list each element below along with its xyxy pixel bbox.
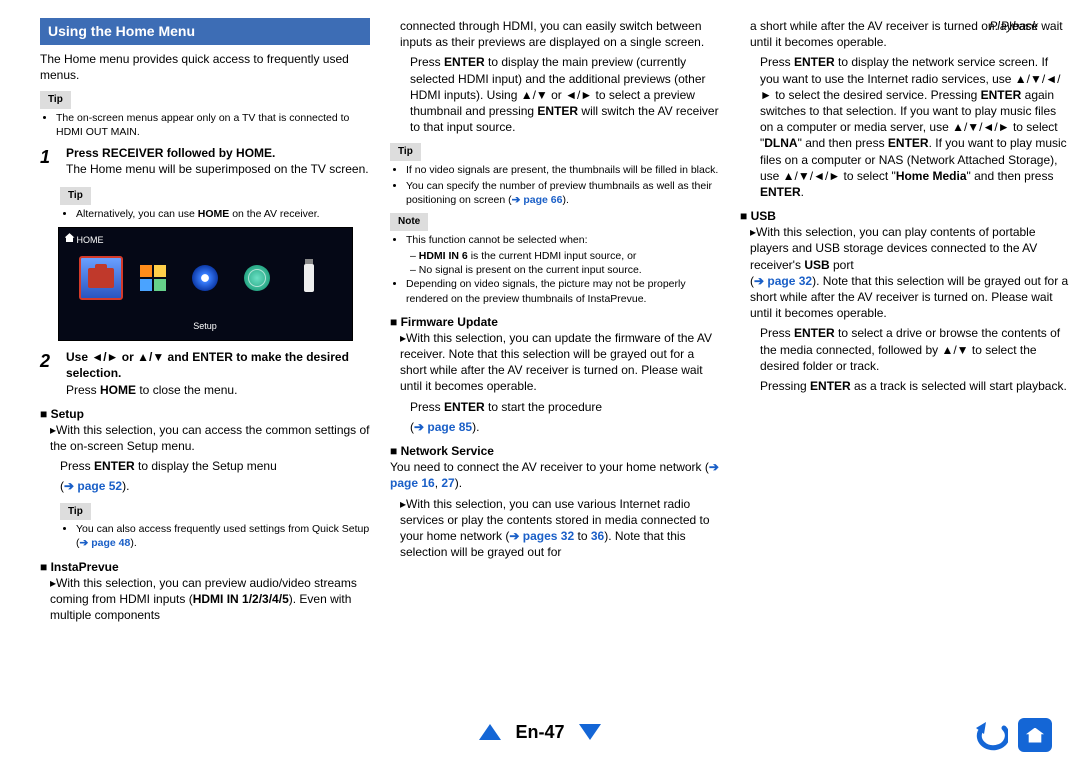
step-number: 1	[40, 145, 56, 177]
home-menu-screenshot: HOME Setup	[58, 227, 353, 341]
column-3: a short while after the AV receiver is t…	[740, 18, 1070, 680]
link-page-36[interactable]: 36	[591, 529, 604, 543]
firmware-heading: ■ Firmware Update	[390, 314, 720, 330]
section-title: Using the Home Menu	[40, 18, 370, 45]
tip-list-3: You can also access frequently used sett…	[60, 522, 370, 550]
page-number: En-47	[515, 720, 564, 744]
note-sub: – HDMI IN 6 is the current HDMI input so…	[410, 249, 720, 263]
link-pages-32[interactable]: ➔ pages 32	[509, 529, 574, 543]
tv-item-setup	[79, 256, 123, 300]
home-icon	[65, 233, 75, 242]
tip-badge: Tip	[60, 503, 91, 521]
instaprevue-body: ▸With this selection, you can preview au…	[40, 575, 370, 624]
step-2-body: Press HOME to close the menu.	[66, 382, 370, 398]
tip-item: You can also access frequently used sett…	[76, 522, 370, 550]
tv-caption: Setup	[59, 320, 352, 332]
column-2: connected through HDMI, you can easily s…	[390, 18, 720, 680]
tip-badge: Tip	[40, 91, 71, 109]
page-up-icon[interactable]	[479, 724, 501, 740]
step-1-title: Press RECEIVER followed by HOME.	[66, 146, 275, 160]
network-heading: ■ Network Service	[390, 443, 720, 459]
tip-badge: Tip	[60, 187, 91, 205]
link-page-66[interactable]: ➔ page 66	[512, 194, 563, 206]
tv-item-network	[235, 256, 279, 300]
tip-item: You can specify the number of preview th…	[406, 179, 720, 207]
setup-body: ▸With this selection, you can access the…	[40, 422, 370, 495]
col2-p2: Press ENTER to display the main preview …	[390, 54, 720, 135]
tip-item: If no video signals are present, the thu…	[406, 163, 720, 177]
step-number: 2	[40, 349, 56, 398]
link-page-32[interactable]: ➔ page 32	[754, 274, 812, 288]
tv-title: HOME	[77, 234, 104, 246]
page-footer: En-47	[0, 714, 1080, 750]
link-page-48[interactable]: ➔ page 48	[80, 537, 131, 549]
step-1-body: The Home menu will be superimposed on th…	[66, 161, 370, 177]
tv-item-usb	[287, 256, 331, 300]
intro-text: The Home menu provides quick access to f…	[40, 51, 370, 83]
note-item: This function cannot be selected when:	[406, 233, 720, 247]
step-1: 1 Press RECEIVER followed by HOME. The H…	[40, 145, 370, 177]
page-down-icon[interactable]	[579, 724, 601, 740]
page-body: Using the Home Menu The Home menu provid…	[0, 0, 1080, 680]
col2-p1: connected through HDMI, you can easily s…	[390, 18, 720, 50]
firmware-body: ▸With this selection, you can update the…	[390, 330, 720, 435]
tip-badge: Tip	[390, 143, 421, 161]
home-icon[interactable]	[1018, 718, 1052, 752]
note-item: Depending on video signals, the picture …	[406, 277, 720, 305]
breadcrumb: Playback	[989, 18, 1038, 34]
link-page-52[interactable]: ➔ page 52	[64, 479, 122, 493]
step-2-title: Use ◄/► or ▲/▼ and ENTER to make the des…	[66, 350, 349, 380]
note-badge: Note	[390, 213, 428, 231]
col2-tips: If no video signals are present, the thu…	[390, 163, 720, 208]
corner-nav	[974, 718, 1052, 752]
usb-heading: ■ USB	[740, 208, 1070, 224]
usb-body: ▸With this selection, you can play conte…	[740, 224, 1070, 394]
network-intro: You need to connect the AV receiver to y…	[390, 459, 720, 491]
col2-notes-2: Depending on video signals, the picture …	[390, 277, 720, 305]
column-1: Using the Home Menu The Home menu provid…	[40, 18, 370, 680]
instaprevue-heading: ■ InstaPrevue	[40, 559, 370, 575]
link-page-85[interactable]: ➔ page 85	[414, 420, 472, 434]
tip-list-1: The on-screen menus appear only on a TV …	[40, 111, 370, 139]
col2-notes: This function cannot be selected when:	[390, 233, 720, 247]
note-sub: – No signal is present on the current in…	[410, 263, 720, 277]
setup-heading: ■ Setup	[40, 406, 370, 422]
tip-item: Alternatively, you can use HOME on the A…	[76, 207, 370, 221]
link-page-27[interactable]: 27	[441, 476, 454, 490]
tip-list-2: Alternatively, you can use HOME on the A…	[60, 207, 370, 221]
tip-item: The on-screen menus appear only on a TV …	[56, 111, 370, 139]
tv-item-instaprevue	[131, 256, 175, 300]
tv-item-firmware	[183, 256, 227, 300]
col3-p2: Press ENTER to display the network servi…	[740, 54, 1070, 200]
step-2: 2 Use ◄/► or ▲/▼ and ENTER to make the d…	[40, 349, 370, 398]
network-body: ▸With this selection, you can use variou…	[390, 496, 720, 561]
back-icon[interactable]	[974, 718, 1008, 752]
